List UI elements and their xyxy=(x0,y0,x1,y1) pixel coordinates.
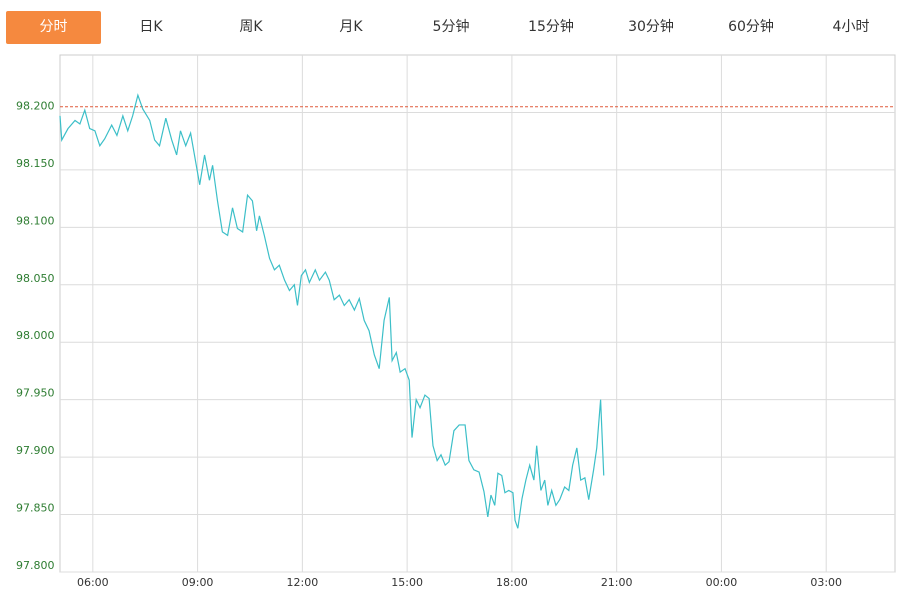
tab[interactable]: 分时 xyxy=(6,11,101,44)
y-tick-label: 97.950 xyxy=(16,387,55,400)
tab[interactable]: 日K xyxy=(139,19,163,35)
x-tick-label: 00:00 xyxy=(706,576,738,589)
y-tick-label: 97.850 xyxy=(16,502,55,515)
price-line xyxy=(59,93,605,529)
x-tick-label: 15:00 xyxy=(391,576,423,589)
x-tick-label: 21:00 xyxy=(601,576,633,589)
y-tick-label: 98.150 xyxy=(16,157,55,170)
tab[interactable]: 60分钟 xyxy=(728,19,774,35)
tab-bar: 分时 日K 周K 月K 5分钟 15分钟 30分钟 60分钟 4小时 xyxy=(0,0,906,46)
y-tick-label: 98.200 xyxy=(16,99,55,112)
tab[interactable]: 30分钟 xyxy=(628,19,674,35)
tab[interactable]: 周K xyxy=(239,19,263,35)
x-tick-label: 12:00 xyxy=(287,576,319,589)
y-tick-label: 98.000 xyxy=(16,329,55,342)
x-tick-label: 06:00 xyxy=(77,576,109,589)
y-tick-label: 97.900 xyxy=(16,444,55,457)
x-tick-label: 18:00 xyxy=(496,576,528,589)
x-tick-label: 03:00 xyxy=(810,576,842,589)
tab[interactable]: 月K xyxy=(339,19,363,35)
tab[interactable]: 4小时 xyxy=(832,19,870,35)
tab[interactable]: 15分钟 xyxy=(528,19,574,35)
y-tick-label: 98.050 xyxy=(16,272,55,285)
y-tick-label: 98.100 xyxy=(16,214,55,227)
tab[interactable]: 5分钟 xyxy=(432,19,470,35)
y-tick-label: 97.800 xyxy=(16,559,55,572)
x-tick-label: 09:00 xyxy=(182,576,214,589)
plot-frame xyxy=(59,54,896,573)
